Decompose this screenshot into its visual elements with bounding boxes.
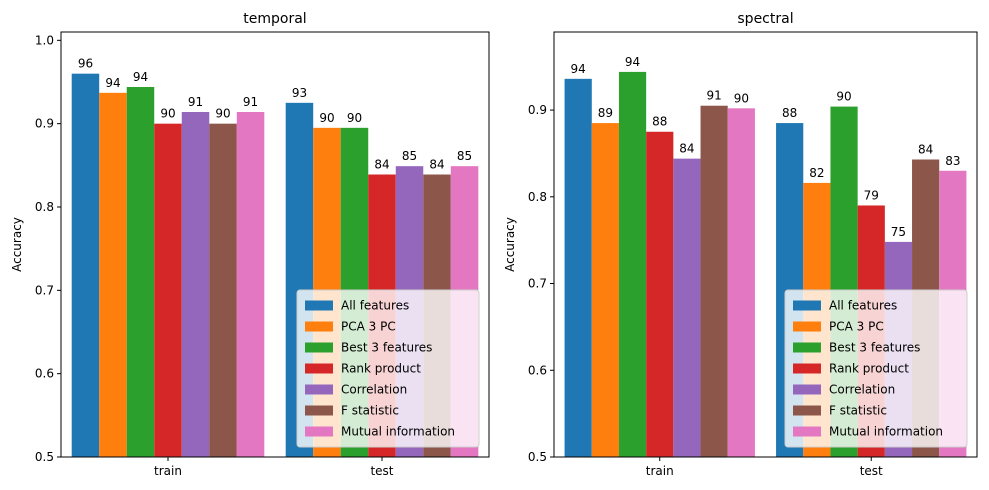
bar-all-features-train	[71, 73, 100, 458]
x-tick-label: train	[154, 464, 182, 478]
legend-entry-label: PCA 3 PC	[829, 320, 884, 334]
legend-swatch	[305, 363, 333, 374]
legend-swatch	[305, 405, 333, 416]
chart-title: spectral	[737, 11, 793, 27]
bar-value-label: 94	[105, 76, 120, 90]
bar-value-label: 94	[133, 70, 148, 84]
legend-entry-label: Correlation	[829, 383, 895, 397]
bar-pca-3-pc-train	[99, 92, 127, 457]
bar-value-label: 96	[78, 57, 93, 71]
legend-entry-label: All features	[829, 299, 897, 313]
legend-entry-label: Rank product	[341, 362, 421, 376]
y-tick-label: 0.9	[528, 103, 547, 117]
legend-entry-label: All features	[341, 299, 409, 313]
bar-f-statistic-train	[209, 123, 237, 458]
bar-value-label: 84	[679, 142, 694, 156]
y-tick-label: 0.7	[35, 283, 54, 297]
bar-value-label: 84	[374, 158, 389, 172]
legend: All features PCA 3 PC Best 3 features Rank …	[784, 289, 968, 448]
y-tick-label: 0.5	[35, 450, 54, 464]
bar-value-label: 94	[625, 55, 640, 69]
bar-value-label: 84	[429, 158, 444, 172]
y-axis-label: Accuracy	[10, 217, 24, 272]
legend-swatch	[305, 426, 333, 437]
bar-value-label: 84	[918, 143, 933, 157]
legend-entry-label: Correlation	[341, 383, 407, 397]
legend-entry-label: Mutual information	[341, 425, 455, 439]
bar-value-label: 90	[319, 111, 334, 125]
bar-value-label: 79	[864, 188, 879, 202]
y-tick-label: 1.0	[35, 33, 54, 47]
bar-best-3-features-train	[126, 87, 155, 457]
bar-best-3-features-train	[618, 71, 647, 458]
legend-entry-label: Best 3 features	[829, 341, 920, 355]
legend-swatch	[793, 426, 821, 437]
legend-swatch	[793, 384, 821, 395]
bar-correlation-train	[673, 158, 701, 457]
axes-frame	[553, 31, 978, 458]
chart-title: temporal	[243, 11, 306, 27]
chart-panel-temporal: temporal 96 93 94 90 94 90 90 84 91 85 90 84 91 85 0.5 0…	[10, 11, 490, 478]
x-tick-label: test	[860, 464, 883, 478]
y-tick-label: 0.7	[528, 277, 547, 291]
bar-value-label: 90	[160, 107, 175, 121]
x-tick-label: test	[370, 464, 393, 478]
bar-rank-product-train	[646, 131, 674, 457]
legend-swatch	[793, 321, 821, 332]
bar-mutual-information-train	[727, 108, 755, 457]
legend-entry-label: F statistic	[341, 404, 399, 418]
y-tick-label: 0.6	[528, 363, 547, 377]
y-tick-label: 0.8	[528, 190, 547, 204]
bar-value-label: 82	[809, 166, 824, 180]
bar-all-features-train	[564, 78, 592, 457]
legend-entry-label: F statistic	[829, 404, 887, 418]
bar-value-label: 85	[402, 149, 417, 163]
legend: All features PCA 3 PC Best 3 features Rank …	[296, 289, 480, 448]
bar-value-label: 88	[652, 115, 667, 129]
bar-value-label: 91	[188, 95, 203, 109]
bar-mutual-information-train	[236, 112, 265, 457]
x-tick-label: train	[646, 464, 674, 478]
bar-value-label: 83	[945, 154, 960, 168]
bar-value-label: 91	[243, 95, 258, 109]
bar-value-label: 90	[836, 90, 851, 104]
bar-value-label: 93	[292, 86, 307, 100]
legend-swatch	[793, 405, 821, 416]
bar-value-label: 90	[734, 91, 749, 105]
y-tick-label: 0.8	[35, 200, 54, 214]
bar-value-label: 75	[891, 225, 906, 239]
bar-value-label: 89	[598, 106, 613, 120]
legend-entry-label: Mutual information	[829, 425, 943, 439]
legend-entry-label: Best 3 features	[341, 341, 432, 355]
y-tick-label: 0.9	[35, 117, 54, 131]
y-tick-label: 0.6	[35, 367, 54, 381]
bar-value-label: 91	[706, 89, 721, 103]
legend-swatch	[793, 363, 821, 374]
chart-panel-spectral: spectral 94 88 89 82 94 90 88 79 84 75 91 84 90 83 0.5 0…	[503, 11, 978, 478]
bar-rank-product-train	[154, 123, 182, 458]
y-tick-label: 0.5	[528, 450, 547, 464]
legend-swatch	[305, 321, 333, 332]
legend-swatch	[305, 384, 333, 395]
bar-value-label: 90	[215, 107, 230, 121]
legend-swatch	[305, 300, 333, 311]
bar-correlation-train	[181, 112, 210, 457]
legend-swatch	[793, 342, 821, 353]
bar-f-statistic-train	[700, 105, 728, 457]
legend-box	[784, 289, 968, 448]
legend-swatch	[793, 300, 821, 311]
y-axis-label: Accuracy	[503, 217, 517, 272]
bar-value-label: 88	[782, 106, 797, 120]
legend-box	[296, 289, 480, 448]
legend-entry-label: PCA 3 PC	[341, 320, 396, 334]
bar-value-label: 90	[347, 111, 362, 125]
bar-value-label: 94	[571, 62, 586, 76]
bar-value-label: 85	[457, 149, 472, 163]
legend-swatch	[305, 342, 333, 353]
legend-entry-label: Rank product	[829, 362, 909, 376]
bar-pca-3-pc-train	[591, 123, 619, 458]
axes-frame	[60, 31, 490, 458]
